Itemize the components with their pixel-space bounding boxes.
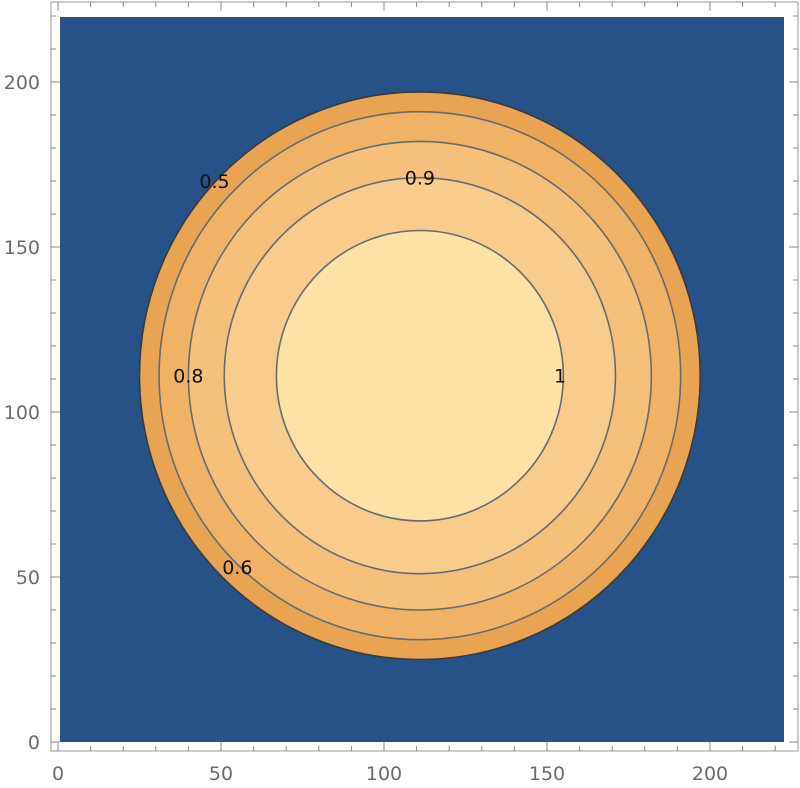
contour-label: 0.5 — [199, 171, 229, 193]
contour-label: 1 — [554, 366, 566, 388]
contour-bands — [138, 91, 702, 661]
y-tick-label: 100 — [4, 402, 40, 424]
x-tick-label: 200 — [692, 763, 728, 785]
y-tick-label: 200 — [4, 72, 40, 94]
contour-label: 0.6 — [222, 557, 252, 579]
y-tick-label: 150 — [4, 237, 40, 259]
x-tick-label: 100 — [366, 763, 402, 785]
x-tick-label: 150 — [529, 763, 565, 785]
contour-label: 0.9 — [405, 168, 435, 190]
axis-tick-labels: 0 50 100 150 200 0 50 100 150 200 — [4, 72, 728, 785]
contour-value-labels: 0.5 0.9 0.8 1 0.6 — [173, 168, 566, 579]
x-tick-label: 50 — [209, 763, 233, 785]
contour-label: 0.8 — [173, 366, 203, 388]
plot-frame — [50, 1, 799, 752]
x-tick-label: 0 — [52, 763, 64, 785]
y-tick-label: 50 — [16, 567, 40, 589]
axis-ticks — [51, 2, 798, 751]
y-tick-label: 0 — [28, 732, 40, 754]
contour-0-9 — [275, 229, 565, 522]
